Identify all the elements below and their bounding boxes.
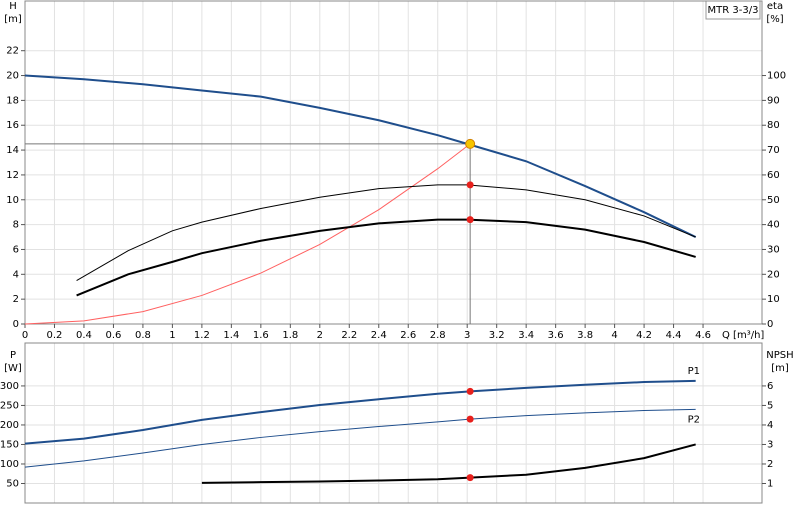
x-tick-label: 0.4 — [76, 330, 92, 341]
y2-label: eta — [767, 1, 783, 12]
series-line — [76, 218, 696, 297]
x-tick-label: 0 — [22, 330, 28, 341]
y2-label: NPSH — [766, 350, 793, 361]
plot-frame — [24, 0, 763, 325]
y-label: H — [9, 1, 17, 12]
plot-frame — [24, 342, 763, 504]
y2-unit: [%] — [766, 14, 783, 25]
y2-tick-label: 20 — [767, 269, 780, 280]
series-line — [76, 184, 696, 281]
y2-tick-label: 2 — [767, 459, 773, 470]
x-tick-label: 3.4 — [518, 330, 534, 341]
chart-title: MTR 3-3/3 — [708, 5, 759, 16]
x-tick-label: 3 — [464, 330, 470, 341]
series-label: P1 — [688, 366, 700, 377]
operating-marker — [466, 387, 474, 395]
y2-tick-label: 10 — [767, 294, 780, 305]
x-tick-label: 4.4 — [666, 330, 682, 341]
operating-marker — [466, 474, 474, 482]
series-line — [24, 379, 696, 445]
y-tick-label: 6 — [13, 244, 19, 255]
y-tick-label: 18 — [6, 95, 19, 106]
y2-tick-label: 100 — [767, 71, 786, 82]
y2-tick-label: 70 — [767, 145, 780, 156]
y-unit: [W] — [4, 363, 22, 374]
operating-marker — [466, 181, 474, 189]
y-tick-label: 250 — [0, 400, 19, 411]
x-tick-label: 0.6 — [105, 330, 121, 341]
operating-marker — [466, 415, 474, 423]
series-line — [24, 74, 697, 238]
y-tick-label: 2 — [13, 294, 19, 305]
operating-marker — [466, 216, 474, 224]
y-tick-label: 200 — [0, 420, 19, 431]
y2-tick-label: 90 — [767, 95, 780, 106]
y2-tick-label: 5 — [767, 400, 773, 411]
y2-tick-label: 1 — [767, 478, 773, 489]
y2-tick-label: 3 — [767, 439, 773, 450]
y-unit: [m] — [4, 14, 22, 25]
y2-tick-label: 80 — [767, 120, 780, 131]
y-tick-label: 12 — [6, 170, 19, 181]
x-tick-label: 0.2 — [47, 330, 63, 341]
y-tick-label: 10 — [6, 195, 19, 206]
x-tick-label: 1 — [169, 330, 175, 341]
y2-tick-label: 50 — [767, 195, 780, 206]
y-tick-label: 4 — [13, 269, 19, 280]
y2-tick-label: 4 — [767, 420, 773, 431]
y2-unit: [m] — [771, 363, 789, 374]
x-tick-label: 2.4 — [371, 330, 387, 341]
y2-tick-label: 60 — [767, 170, 780, 181]
x-label: Q [m³/h] — [722, 330, 764, 341]
y-tick-label: 150 — [0, 439, 19, 450]
y-tick-label: 22 — [6, 46, 19, 57]
y-tick-label: 20 — [6, 71, 19, 82]
x-tick-label: 2 — [317, 330, 323, 341]
y-tick-label: 300 — [0, 381, 19, 392]
y-tick-label: 8 — [13, 220, 19, 231]
x-tick-label: 3.6 — [548, 330, 564, 341]
y2-tick-label: 40 — [767, 220, 780, 231]
x-tick-label: 3.2 — [489, 330, 505, 341]
y-tick-label: 16 — [6, 120, 19, 131]
y-label: P — [10, 350, 16, 361]
x-tick-label: 1.2 — [194, 330, 210, 341]
x-tick-label: 3.8 — [577, 330, 593, 341]
duty-point — [465, 138, 476, 149]
x-tick-label: 4 — [611, 330, 617, 341]
x-tick-label: 4.2 — [636, 330, 652, 341]
y2-tick-label: 30 — [767, 244, 780, 255]
series-line — [24, 408, 696, 468]
y-tick-label: 14 — [6, 145, 19, 156]
x-tick-label: 4.6 — [695, 330, 711, 341]
y2-tick-label: 6 — [767, 381, 773, 392]
y-tick-label: 100 — [0, 459, 19, 470]
x-tick-label: 1.6 — [253, 330, 269, 341]
y2-tick-label: 0 — [767, 319, 773, 330]
x-tick-label: 1.8 — [282, 330, 298, 341]
x-tick-label: 2.6 — [400, 330, 416, 341]
x-tick-label: 2.2 — [341, 330, 357, 341]
y-tick-label: 50 — [6, 478, 19, 489]
x-tick-label: 2.8 — [430, 330, 446, 341]
series-line — [24, 143, 471, 325]
x-tick-label: 1.4 — [223, 330, 239, 341]
series-label: P2 — [688, 414, 700, 425]
y-tick-label: 0 — [13, 319, 19, 330]
series-line — [201, 443, 696, 484]
x-tick-label: 0.8 — [135, 330, 151, 341]
